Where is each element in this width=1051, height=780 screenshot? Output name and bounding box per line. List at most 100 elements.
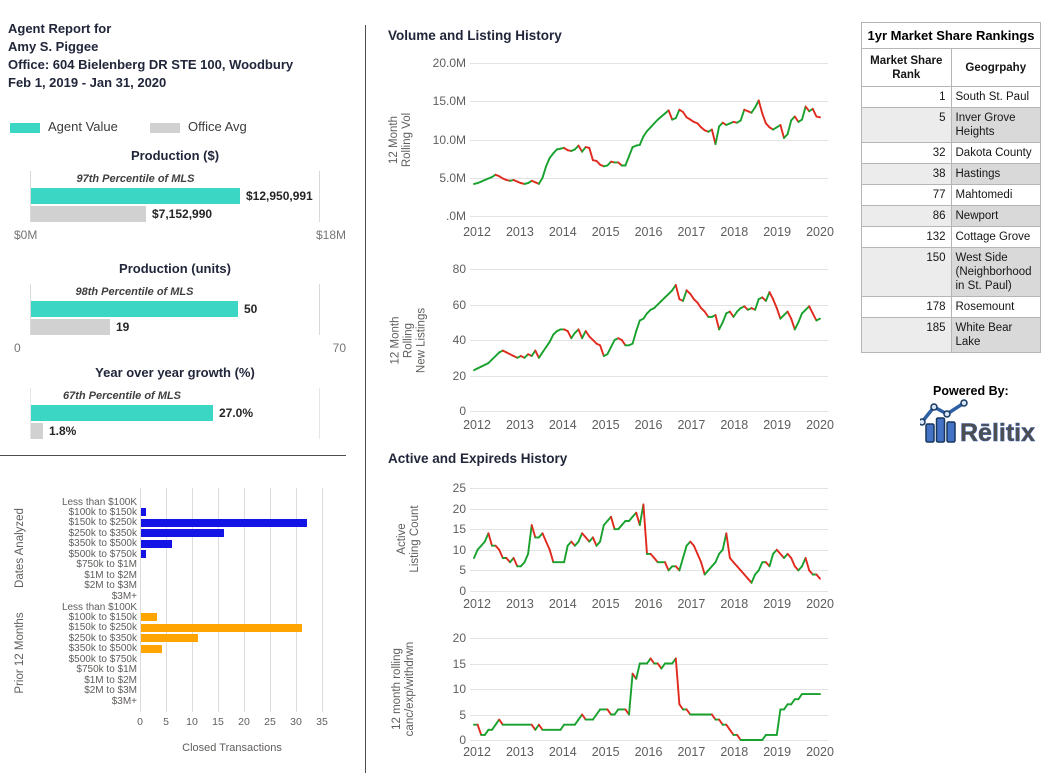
x-tick-label: 30 [290, 716, 302, 728]
logo-dot-icon [930, 403, 938, 411]
category-label: $250k to $350k [68, 632, 137, 644]
category-label: $2M to $3M [84, 580, 137, 592]
x-tick-label: 0 [137, 716, 143, 728]
logo-text: Rēlitix [960, 419, 1035, 447]
rankings-title: 1yr Market Share Rankings [861, 22, 1041, 49]
market-share-rank-cell: 77 [861, 184, 952, 206]
geography-column-header: Geogrpahy [950, 48, 1041, 87]
axis-min-label: 0 [14, 341, 21, 355]
office-avg-bar [31, 423, 43, 439]
agent-name: Amy S. Piggee [8, 39, 99, 54]
agent-value-label: 50 [244, 302, 258, 316]
geography-cell: Dakota County [950, 142, 1041, 164]
percentile-annotation: 97th Percentile of MLS [76, 173, 195, 185]
category-label: Less than $100K [61, 496, 137, 508]
powered-by-label: Powered By: [933, 384, 1009, 398]
bar-dates-analyzed [141, 539, 172, 548]
production-dollars-title: Production ($) [130, 148, 220, 163]
volume-listing-history-title: Volume and Listing History [388, 28, 562, 43]
active-expireds-history-title: Active and Expireds History [388, 451, 568, 466]
gridline [296, 488, 297, 712]
axis-max-label: 70 [332, 341, 346, 355]
axis-min-label: $0M [14, 228, 38, 242]
logo-dot-icon [943, 410, 951, 418]
geography-cell: Mahtomedi [950, 184, 1041, 206]
yoy-growth-title: Year over year growth (%) [95, 365, 255, 380]
agent-value-bar [31, 405, 213, 421]
x-tick-label: 10 [186, 716, 198, 728]
geography-cell: Hastings [950, 163, 1041, 185]
production-units-title: Production (units) [119, 261, 231, 276]
rankings-table: 1yr Market Share Rankings Market Share R… [861, 22, 1041, 353]
logo-dot-icon [920, 418, 926, 426]
market-share-rank-cell: 178 [861, 296, 952, 318]
percentile-annotation: 98th Percentile of MLS [75, 286, 194, 298]
office-avg-label: 1.8% [49, 424, 77, 438]
category-label: $3M+ [111, 590, 137, 602]
bar-dates-analyzed [141, 529, 224, 538]
x-tick-label: 5 [163, 716, 169, 728]
category-label: $1M to $2M [84, 674, 137, 686]
office-avg-label: $7,152,990 [152, 207, 213, 221]
closed-transactions-axis-label: Closed Transactions [182, 742, 282, 754]
market-share-rank-cell: 132 [861, 226, 952, 248]
geography-cell: South St. Paul [950, 86, 1041, 108]
category-label: $350k to $500k [68, 538, 137, 550]
ranking-row: 77 Mahtomedi [861, 184, 1041, 206]
left-panel-divider [0, 455, 346, 456]
category-label: $150k to $250k [68, 517, 137, 529]
date-range: Feb 1, 2019 - Jan 31, 2020 [8, 75, 167, 90]
category-label: Less than $100K [61, 601, 137, 613]
production-dollars-kpi: Production ($) 97th Percentile of MLS $1… [0, 148, 346, 242]
category-label: $250k to $350k [68, 527, 137, 539]
ranking-row: 5 Inver Grove Heights [861, 107, 1041, 143]
market-share-rank-cell: 1 [861, 86, 952, 108]
market-share-rank-cell: 38 [861, 163, 952, 185]
geography-cell: Newport [950, 205, 1041, 227]
market-share-rank-cell: 150 [861, 247, 952, 297]
x-tick-label: 15 [212, 716, 224, 728]
ranking-row: 132 Cottage Grove [861, 226, 1041, 248]
agent-value-bar [31, 188, 240, 204]
axis-max-label: $18M [315, 228, 346, 242]
logo-bar-icon [925, 423, 935, 443]
category-label: $150k to $250k [68, 622, 137, 634]
bar-prior-12-months [141, 613, 157, 622]
gridline [244, 488, 245, 712]
agent-value-label: $12,950,991 [246, 189, 313, 203]
ranking-row: 150 West Side (Neighborhood in St. Paul) [861, 247, 1041, 297]
agent-value-label: 27.0% [219, 406, 254, 420]
category-label: $750k to $1M [76, 664, 137, 676]
agent-value-swatch [10, 123, 40, 133]
ranking-row: 38 Hastings [861, 163, 1041, 185]
gridline [270, 488, 271, 712]
geography-cell: Inver Grove Heights [950, 107, 1041, 143]
category-label: $500k to $750k [68, 548, 137, 560]
ranking-row: 86 Newport [861, 205, 1041, 227]
bar-prior-12-months [141, 634, 198, 643]
legend: Agent Value Office Avg [10, 118, 350, 136]
market-share-rank-cell: 86 [861, 205, 952, 227]
dates-analyzed-group-label: Dates Analyzed [14, 508, 26, 588]
market-share-rank-cell: 185 [861, 317, 952, 353]
gridline [218, 488, 219, 712]
category-label: $100k to $150k [68, 506, 137, 518]
category-label: $100k to $150k [68, 611, 137, 623]
office-address: Office: 604 Bielenberg DR STE 100, Woodb… [8, 57, 294, 72]
report-title: Agent Report for [8, 21, 112, 36]
logo-bar-icon [946, 421, 956, 443]
category-label: $3M+ [111, 695, 137, 707]
office-avg-swatch [150, 123, 180, 133]
market-share-rank-cell: 32 [861, 142, 952, 164]
gridline [140, 488, 141, 712]
geography-cell: White Bear Lake [950, 317, 1041, 353]
relitix-logo: Rēlitix [920, 399, 1035, 447]
bar-dates-analyzed [141, 550, 146, 559]
gridline [192, 488, 193, 712]
office-avg-bar [31, 206, 146, 222]
column-divider [365, 25, 366, 773]
agent-value-legend-label: Agent Value [48, 119, 118, 134]
category-label: $750k to $1M [76, 559, 137, 571]
office-avg-legend-label: Office Avg [188, 119, 247, 134]
